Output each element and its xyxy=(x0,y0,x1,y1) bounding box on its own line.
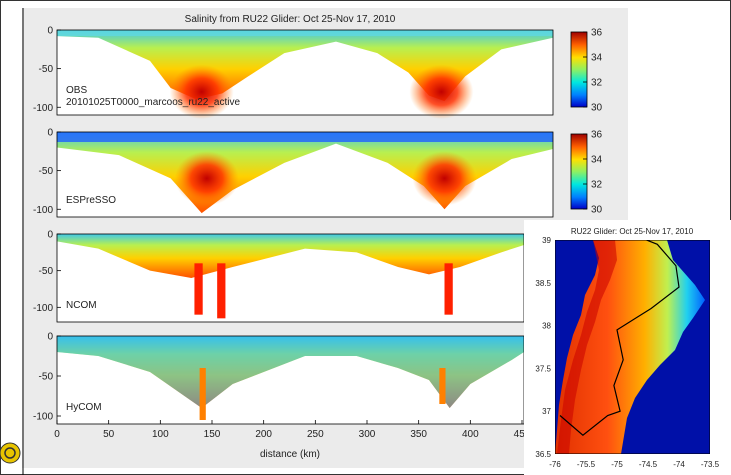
x-tick-label: 0 xyxy=(54,429,60,440)
x-tick-label: 450 xyxy=(514,429,531,440)
salinity-field-fresh xyxy=(57,336,524,408)
x-axis-label: distance (km) xyxy=(260,449,320,460)
y-tick-label: -100 xyxy=(33,412,53,423)
panel-frame xyxy=(56,29,554,116)
colorbar-tick-label: 30 xyxy=(591,103,603,114)
map-x-tick-label: -73.5 xyxy=(701,460,720,469)
x-axis: 0 50 100 150 200 250 300 350 400 450 xyxy=(54,420,531,440)
colorbar-tick-label: 36 xyxy=(591,28,603,39)
panel-label: OBS xyxy=(66,85,87,96)
map-x-tick-label: -74.5 xyxy=(639,460,658,469)
y-tick-label: 0 xyxy=(47,230,53,241)
glider-track xyxy=(559,240,680,436)
map-x-tick-label: -74 xyxy=(673,460,685,469)
x-tick-label: 100 xyxy=(152,429,169,440)
salinity-field xyxy=(57,234,524,278)
panel-frame xyxy=(56,131,554,218)
map-x-tick-label: -75.5 xyxy=(577,460,596,469)
panel-espresso: 0 -50 -100 ESPreSSO xyxy=(33,128,554,218)
x-tick-label: 50 xyxy=(103,429,115,440)
deep-column-0 xyxy=(199,368,206,420)
land xyxy=(555,240,599,454)
panel-label: NCOM xyxy=(66,300,97,311)
map-y-tick-label: 37 xyxy=(542,407,551,416)
main-title: Salinity from RU22 Glider: Oct 25-Nov 17… xyxy=(185,14,396,25)
colorbar-tick-label: 34 xyxy=(591,155,603,166)
map-ticks: -76 -75.5 -75 -74.5 -74 -73.5 36.5 37 37.5 38 38.5… xyxy=(535,236,719,469)
colorbar-tick-label: 34 xyxy=(591,53,603,64)
panel-subtitle: 20101025T0000_marcoos_ru22_active xyxy=(66,97,240,108)
colorbar-rect xyxy=(570,133,588,210)
land-shoreline xyxy=(557,240,617,454)
high-salinity-core-1 xyxy=(409,64,474,120)
high-salinity-core-0 xyxy=(174,151,239,206)
logo-icon xyxy=(0,442,21,464)
panel-ncom: 0 -50 -100 NCOM xyxy=(33,230,525,323)
x-tick-label: 200 xyxy=(255,429,272,440)
colorbars: 30 32 34 36 30 32 34 36 xyxy=(570,28,603,216)
y-tick-label: -50 xyxy=(39,64,54,75)
map-title: RU22 Glider: Oct 25-Nov 17, 2010 xyxy=(571,227,694,236)
high-salinity-core-0 xyxy=(169,64,234,120)
colorbar-tick-label: 30 xyxy=(591,205,603,216)
y-tick-label: 0 xyxy=(47,332,53,343)
high-salinity-core-1 xyxy=(412,151,477,206)
map-y-tick-label: 39 xyxy=(542,236,551,245)
map-inset: RU22 Glider: Oct 25-Nov 17, 2010 -76 -75.… xyxy=(524,220,731,475)
colorbar-tick-label: 32 xyxy=(591,180,603,191)
deep-column-2 xyxy=(444,263,453,315)
y-tick-label: -100 xyxy=(33,303,53,314)
panel-hycom: 0 -50 -100 HyCOM xyxy=(33,332,525,425)
colorbar-espresso: 30 32 34 36 xyxy=(570,130,603,216)
salinity-field xyxy=(57,132,553,214)
colorbar-rect xyxy=(570,31,588,108)
x-tick-label: 250 xyxy=(307,429,324,440)
map-plot xyxy=(555,240,710,454)
map-y-tick-label: 38.5 xyxy=(535,279,551,288)
map-y-tick-label: 38 xyxy=(542,322,551,331)
y-tick-label: -100 xyxy=(33,205,53,216)
x-tick-label: 350 xyxy=(410,429,427,440)
panel-label: HyCOM xyxy=(66,402,102,413)
colorbar-tick-label: 36 xyxy=(591,130,603,141)
y-tick-label: -50 xyxy=(39,372,54,383)
colorbar-obs: 30 32 34 36 xyxy=(570,28,603,114)
map-y-tick-label: 37.5 xyxy=(535,364,551,373)
deep-column-1 xyxy=(217,263,226,319)
x-tick-label: 400 xyxy=(462,429,479,440)
map-y-tick-label: 36.5 xyxy=(535,450,551,459)
panels: 0 -50 -100 OBS20101025T0000_marcoos_ru22_ac… xyxy=(33,26,554,425)
y-tick-label: -50 xyxy=(39,266,54,277)
deep-column-0 xyxy=(194,263,203,315)
panel-obs: 0 -50 -100 OBS20101025T0000_marcoos_ru22_ac… xyxy=(33,26,554,120)
surface-layer xyxy=(57,30,553,36)
y-tick-label: -50 xyxy=(39,166,54,177)
shelf-water xyxy=(555,240,705,454)
map-x-tick-label: -76 xyxy=(549,460,561,469)
panel-label: ESPreSSO xyxy=(66,195,116,206)
map-x-tick-label: -75 xyxy=(611,460,623,469)
x-tick-label: 150 xyxy=(204,429,221,440)
y-tick-label: 0 xyxy=(47,26,53,37)
surface-layer xyxy=(57,132,553,142)
x-tick-label: 300 xyxy=(359,429,376,440)
colorbar-tick-label: 32 xyxy=(591,78,603,89)
y-tick-label: -100 xyxy=(33,103,53,114)
y-tick-label: 0 xyxy=(47,128,53,139)
deep-column-1 xyxy=(439,368,446,404)
